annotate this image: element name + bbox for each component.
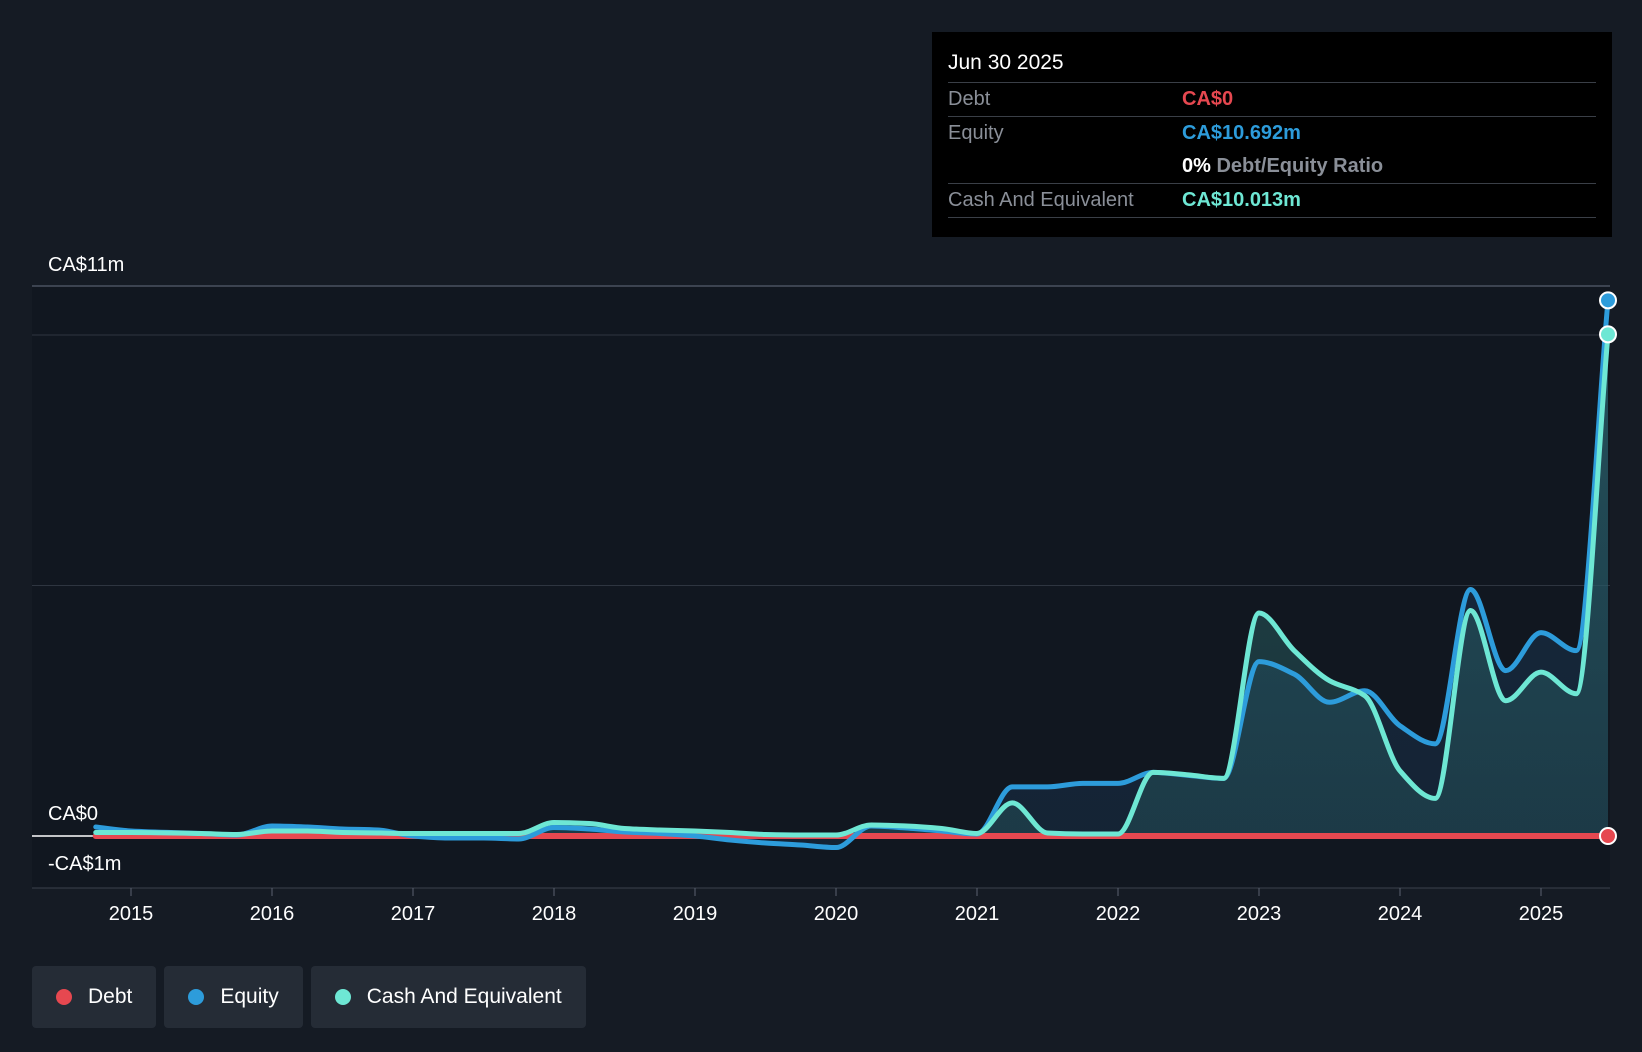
legend-dot-icon bbox=[334, 989, 351, 1005]
tooltip-cash-label: Cash And Equivalent bbox=[948, 189, 1134, 211]
legend-label: Equity bbox=[220, 985, 279, 1008]
cash-and-equivalent-line bbox=[93, 331, 1611, 838]
y-tick-label: -CA$1m bbox=[48, 853, 121, 875]
legend-dot-icon bbox=[56, 989, 72, 1005]
y-tick-label: CA$11m bbox=[48, 254, 124, 276]
cash-and-equivalent-area bbox=[95, 334, 1608, 836]
series-areas bbox=[95, 300, 1608, 848]
legend-item-equity[interactable]: Equity bbox=[164, 966, 303, 1028]
x-tick-label: 2019 bbox=[673, 903, 718, 925]
x-tick-label: 2016 bbox=[250, 903, 295, 925]
tooltip-row-debt: Debt CA$0 bbox=[948, 83, 1596, 117]
tooltip-date: Jun 30 2025 bbox=[948, 48, 1596, 83]
tooltip-debt-value: CA$0 bbox=[1182, 88, 1234, 110]
legend-item-debt[interactable]: Debt bbox=[32, 966, 157, 1028]
tooltip-ratio-value: 0% bbox=[1182, 155, 1211, 177]
legend: Debt Equity Cash And Equivalent bbox=[32, 966, 586, 1028]
tooltip-equity-label: Equity bbox=[948, 122, 1004, 144]
x-tick-label: 2020 bbox=[814, 903, 859, 925]
y-axis: CA$11m CA$0 -CA$1m bbox=[48, 254, 124, 875]
x-tick-label: 2018 bbox=[532, 903, 577, 925]
legend-item-cash[interactable]: Cash And Equivalent bbox=[310, 966, 586, 1028]
tooltip-equity-value: CA$10.692m bbox=[1182, 122, 1301, 144]
legend-label: Cash And Equivalent bbox=[366, 985, 562, 1008]
debt-end-marker bbox=[1599, 827, 1617, 845]
tooltip-cash-value: CA$10.013m bbox=[1182, 189, 1301, 211]
tooltip-row-equity: Equity CA$10.692m bbox=[948, 117, 1596, 150]
x-tick-label: 2017 bbox=[391, 903, 436, 925]
legend-label: Debt bbox=[88, 985, 133, 1008]
x-tick-label: 2025 bbox=[1519, 903, 1564, 925]
legend-dot-icon bbox=[188, 989, 205, 1005]
y-tick-label: CA$0 bbox=[48, 803, 98, 825]
equity-end-marker bbox=[1599, 291, 1617, 310]
tooltip-row-ratio: 0% Debt/Equity Ratio bbox=[948, 150, 1596, 184]
x-axis: 2015 2016 2017 2018 2019 2020 2021 2022 2023 2024… bbox=[109, 888, 1564, 925]
grid bbox=[32, 285, 1610, 889]
tooltip: Jun 30 2025 Debt CA$0 Equity CA$10.692m … bbox=[932, 32, 1612, 237]
x-tick-label: 2015 bbox=[109, 903, 154, 925]
tooltip-ratio-label: Debt/Equity Ratio bbox=[1216, 155, 1384, 177]
x-tick-label: 2022 bbox=[1096, 903, 1141, 925]
series-end-markers bbox=[1599, 291, 1617, 845]
x-tick-label: 2021 bbox=[955, 903, 1000, 925]
x-tick-label: 2023 bbox=[1237, 903, 1282, 925]
series-lines bbox=[92, 297, 1611, 851]
tooltip-row-cash: Cash And Equivalent CA$10.013m bbox=[948, 184, 1596, 218]
tooltip-debt-label: Debt bbox=[948, 88, 991, 110]
cash-and-equivalent-end-marker bbox=[1599, 325, 1617, 344]
x-tick-label: 2024 bbox=[1378, 903, 1423, 925]
